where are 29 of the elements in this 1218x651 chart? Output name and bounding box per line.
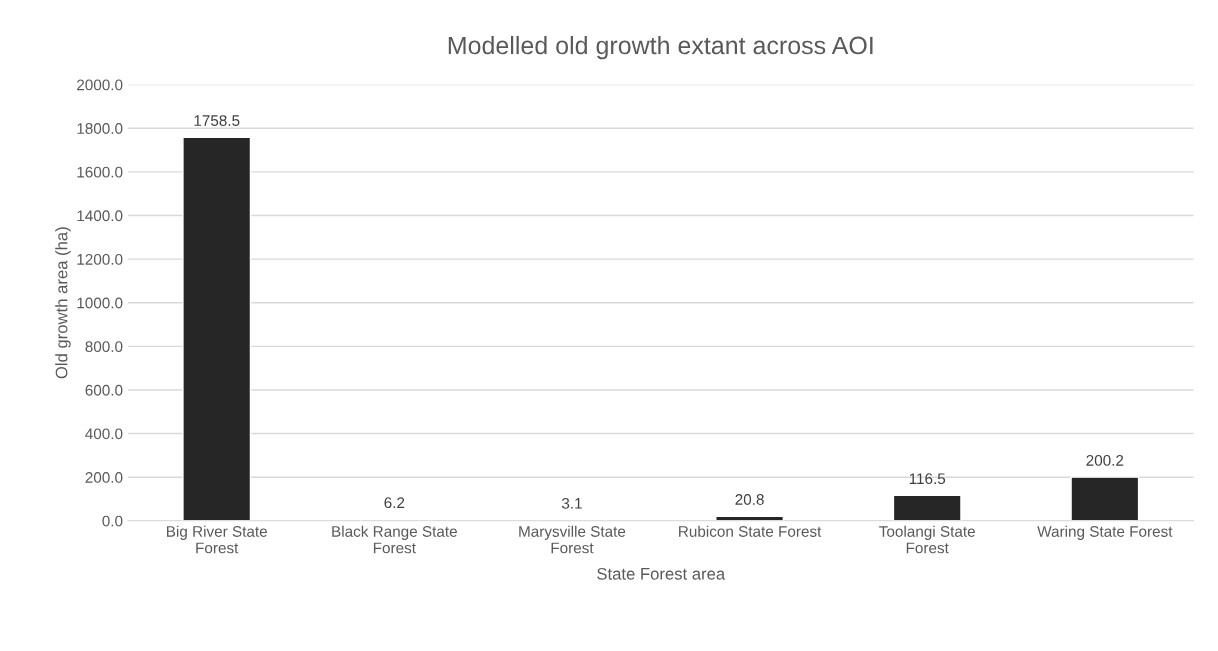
y-tick-label: 1400.0 bbox=[77, 210, 123, 222]
x-tick-label: Waring State Forest bbox=[1037, 525, 1173, 540]
bar bbox=[1070, 476, 1140, 521]
y-tick-label: 400.0 bbox=[85, 428, 123, 440]
y-tick-label: 2000.0 bbox=[77, 79, 123, 91]
y-tick-label: 1000.0 bbox=[77, 297, 123, 309]
bar bbox=[182, 136, 252, 521]
y-tick-label: 1600.0 bbox=[77, 166, 123, 178]
y-axis-title: Old growth area (ha) bbox=[55, 227, 71, 379]
data-label: 6.2 bbox=[384, 497, 405, 509]
y-tick-label: 1800.0 bbox=[77, 123, 123, 134]
chart-title: Modelled old growth extant across AOI bbox=[448, 35, 873, 60]
y-tick-label: 1200.0 bbox=[77, 253, 123, 265]
data-label: 20.8 bbox=[735, 494, 764, 505]
x-tick-label: Toolangi State Forest bbox=[879, 525, 975, 554]
data-label: 116.5 bbox=[909, 473, 946, 485]
y-tick-label: 800.0 bbox=[85, 341, 123, 353]
data-label: 3.1 bbox=[561, 497, 582, 509]
y-tick-label: 200.0 bbox=[85, 472, 123, 483]
x-tick-label: Big River State Forest bbox=[167, 525, 267, 554]
bar bbox=[892, 494, 962, 521]
y-tick-label: 600.0 bbox=[85, 384, 123, 396]
data-label: 1758.5 bbox=[194, 115, 240, 126]
x-axis-title: State Forest area bbox=[597, 567, 726, 580]
x-tick-label: Marysville State Forest bbox=[519, 525, 626, 554]
x-tick-label: Black Range State Forest bbox=[332, 525, 457, 554]
data-label: 200.2 bbox=[1086, 454, 1124, 466]
y-tick-label: 0.0 bbox=[102, 515, 123, 527]
x-tick-label: Rubicon State Forest bbox=[679, 525, 822, 537]
